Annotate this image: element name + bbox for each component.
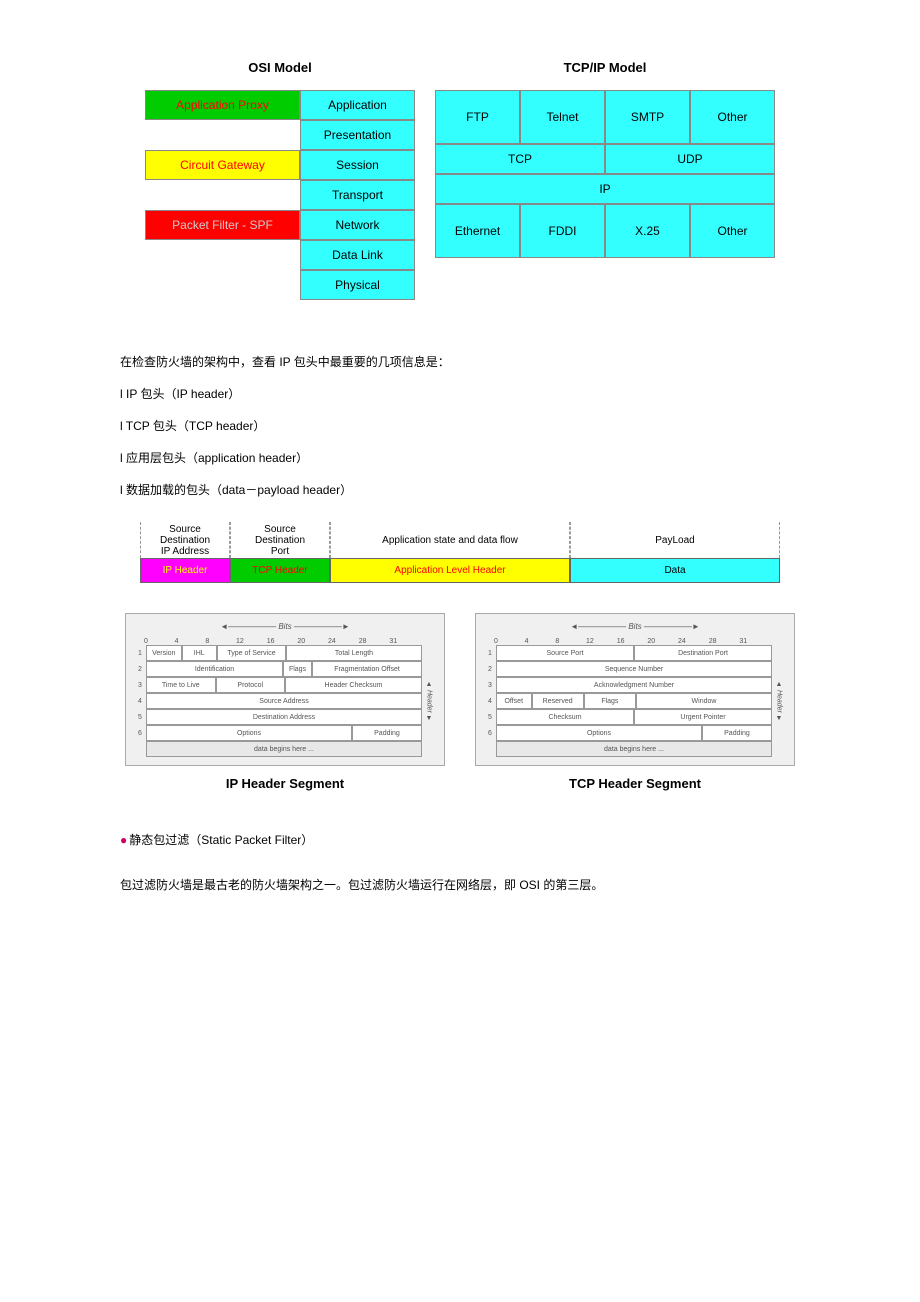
osi-tcpip-diagram: OSI Model Application Proxy Circuit Gate… [120,60,800,300]
header-field: Urgent Pointer [634,709,772,725]
blank-3 [145,240,300,300]
header-field: Flags [584,693,636,709]
header-field: IHL [182,645,218,661]
tcp-header-title: TCP Header Segment [475,776,795,791]
closing-text: 包过滤防火墙是最古老的防火墙架构之一。包过滤防火墙运行在网络层，即 OSI 的第… [120,873,800,897]
tcpip-model: TCP/IP Model FTP Telnet SMTP Other TCP U… [435,60,775,300]
header-field: Options [146,725,352,741]
tcpip-link-ethernet: Ethernet [435,204,520,258]
list-item-2: l TCP 包头（TCP header） [120,414,800,438]
tcpip-link-fddi: FDDI [520,204,605,258]
tcpip-udp: UDP [605,144,775,174]
ip-header-block: ◄—————— Bits ——————►04812162024283112345… [125,613,445,791]
blank-1 [145,120,300,150]
bullet-icon: ● [120,833,127,847]
tcpip-ip: IP [435,174,775,204]
header-field: Time to Live [146,677,216,693]
header-field: Padding [352,725,422,741]
intro-text: 在检查防火墙的架构中，查看 IP 包头中最重要的几项信息是： [120,350,800,374]
packet-label-ip: Source Destination IP Address [140,522,230,558]
header-field: Acknowledgment Number [496,677,772,693]
tcpip-app-telnet: Telnet [520,90,605,144]
tcpip-app-other: Other [690,90,775,144]
osi-layer-session: Session [300,150,415,180]
header-field: Header Checksum [285,677,422,693]
header-field: Padding [702,725,772,741]
circuit-gw-box: Circuit Gateway [145,150,300,180]
osi-layer-application: Application [300,90,415,120]
header-field: Total Length [286,645,422,661]
packet-filter-box: Packet Filter - SPF [145,210,300,240]
header-field: Fragmentation Offset [312,661,422,677]
packet-header-data: Data [570,558,780,583]
osi-layer-presentation: Presentation [300,120,415,150]
app-proxy-box: Application Proxy [145,90,300,120]
section-title: ●静态包过滤（Static Packet Filter） [120,831,800,848]
packet-header-ip: IP Header [140,558,230,583]
tcpip-title: TCP/IP Model [564,60,647,75]
header-field: Identification [146,661,283,677]
header-field: Checksum [496,709,634,725]
header-field: Reserved [532,693,584,709]
section-title-text: 静态包过滤（Static Packet Filter） [129,833,313,847]
packet-header-app: Application Level Header [330,558,570,583]
osi-layer-network: Network [300,210,415,240]
header-field: Source Address [146,693,422,709]
header-field: Destination Address [146,709,422,725]
header-field: Protocol [216,677,286,693]
ip-header-title: IP Header Segment [125,776,445,791]
header-field: Options [496,725,702,741]
osi-title: OSI Model [248,60,312,75]
osi-layer-transport: Transport [300,180,415,210]
tcpip-link-x25: X.25 [605,204,690,258]
tcpip-app-smtp: SMTP [605,90,690,144]
packet-label-tcp: Source Destination Port [230,522,330,558]
list-item-1: l IP 包头（IP header） [120,382,800,406]
header-field: Offset [496,693,532,709]
tcpip-app-ftp: FTP [435,90,520,144]
tcpip-link-other: Other [690,204,775,258]
packet-label-app: Application state and data flow [330,522,570,558]
header-field: Window [636,693,772,709]
header-field: data begins here ... [496,741,772,757]
list-item-4: l 数据加载的包头（data－payload header） [120,478,800,502]
header-field: Destination Port [634,645,772,661]
tcp-header-block: ◄—————— Bits ——————►04812162024283112345… [475,613,795,791]
blank-2 [145,180,300,210]
header-field: Sequence Number [496,661,772,677]
packet-header-tcp: TCP Header [230,558,330,583]
header-segment-diagrams: ◄—————— Bits ——————►04812162024283112345… [120,613,800,791]
header-field: Source Port [496,645,634,661]
osi-model: OSI Model Application Proxy Circuit Gate… [145,60,415,300]
packet-structure-diagram: Source Destination IP AddressSource Dest… [140,522,780,583]
packet-label-data: PayLoad [570,522,780,558]
header-field: Flags [283,661,312,677]
osi-layer-physical: Physical [300,270,415,300]
header-field: Version [146,645,182,661]
tcpip-tcp: TCP [435,144,605,174]
osi-layer-datalink: Data Link [300,240,415,270]
header-field: data begins here ... [146,741,422,757]
list-item-3: l 应用层包头（application header） [120,446,800,470]
header-field: Type of Service [217,645,286,661]
